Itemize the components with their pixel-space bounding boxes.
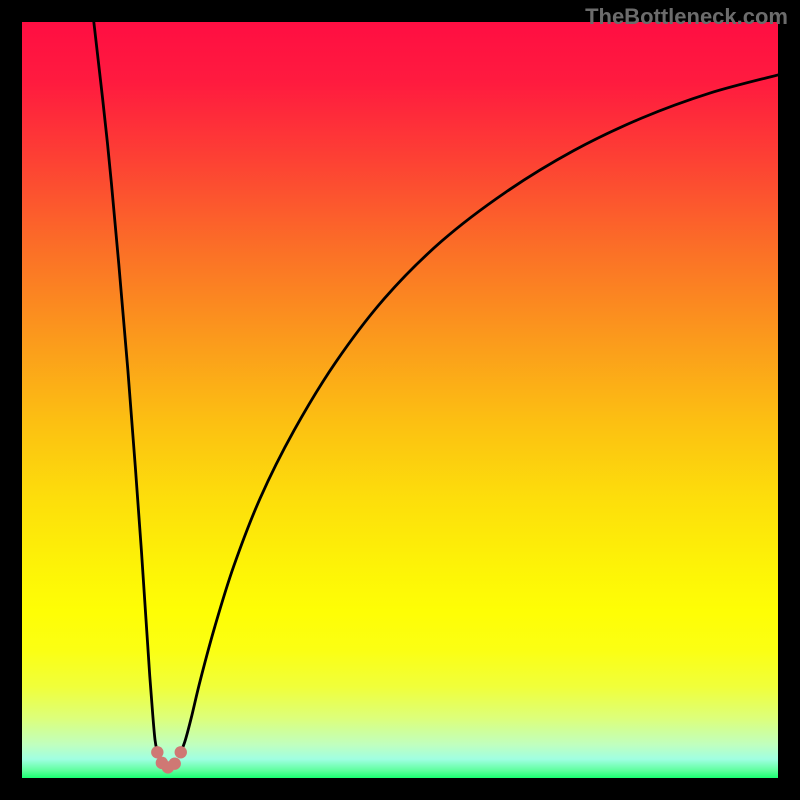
watermark-text: TheBottleneck.com	[585, 4, 788, 30]
chart-frame: TheBottleneck.com	[0, 0, 800, 800]
valley-marker	[151, 746, 187, 774]
curve-overlay	[22, 22, 778, 778]
valley-dot	[151, 746, 163, 758]
curve-right-branch	[181, 75, 778, 752]
valley-dot	[175, 746, 187, 758]
valley-dot	[169, 757, 181, 769]
plot-area	[22, 22, 778, 778]
curve-left-branch	[94, 22, 158, 752]
